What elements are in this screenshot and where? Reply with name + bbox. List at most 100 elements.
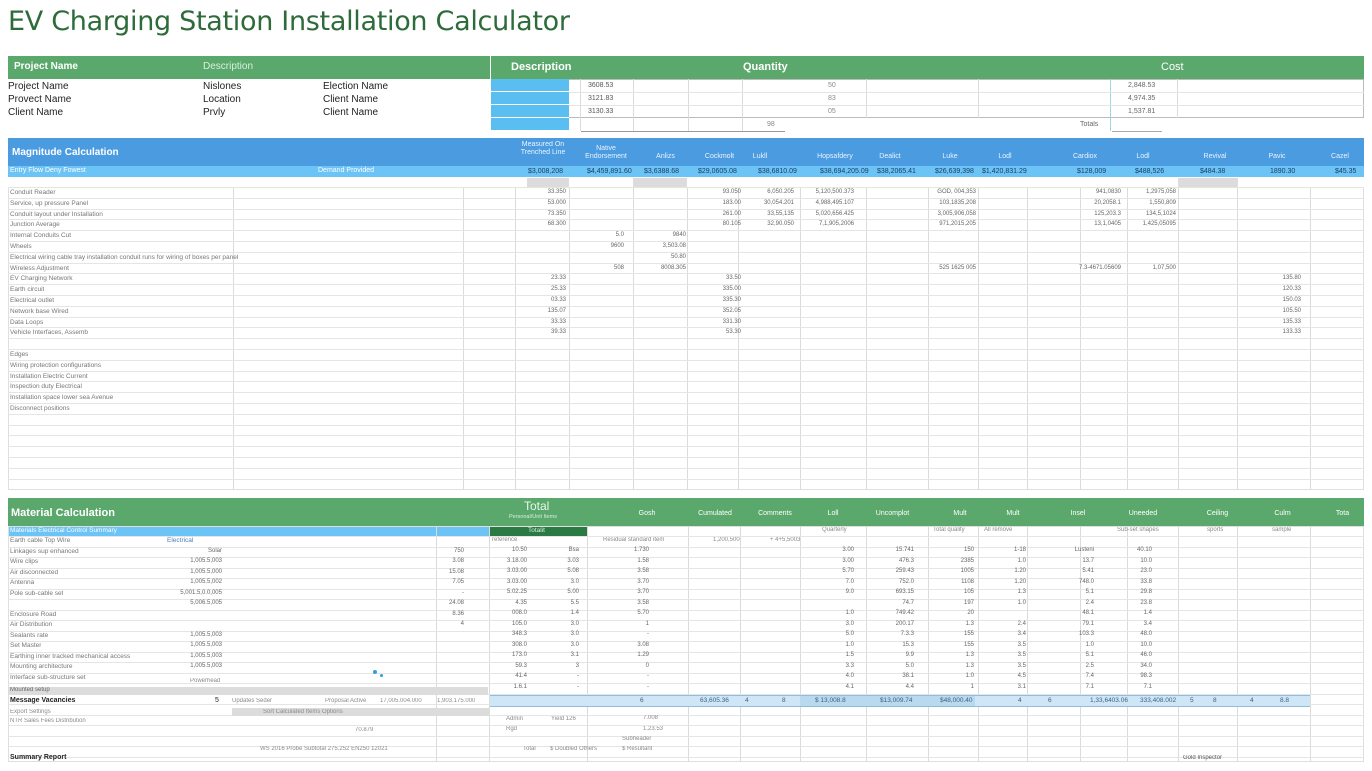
magnitude-cell[interactable]: 331.30 [722,318,741,325]
material-grid-cell[interactable]: 4.5 [1017,673,1026,679]
material-grid-cell[interactable]: 3.0 [570,641,579,648]
magnitude-cell[interactable]: 134,5,1024 [1145,210,1176,217]
magnitude-cell[interactable]: 5,020,656.425 [815,210,854,217]
mat-col-0[interactable]: Gosh [638,510,656,517]
mat-col-9[interactable]: Ceiling [1206,510,1229,517]
project-field-5[interactable]: Location [203,94,241,105]
material-grid-cell[interactable]: 3.1 [1017,683,1026,690]
material-row-qty[interactable]: 15.08 [448,568,464,575]
material-grid-cell[interactable]: 1.20 [1014,578,1026,585]
magnitude-cell[interactable]: 53.30 [725,329,741,336]
material-grid-cell[interactable]: 3.0 [570,578,579,585]
material-grid-cell[interactable]: 7.3.3 [900,631,914,637]
material-grid-cell[interactable]: 5.0 [905,662,914,669]
mag-col-9[interactable]: Cardiox [1072,153,1098,160]
magnitude-cell[interactable]: 105.50 [1282,307,1301,314]
material-grid-cell[interactable]: 23.0 [1140,568,1152,574]
magnitude-cell[interactable]: 525 1625 005 [939,264,976,271]
material-grid-cell[interactable]: 1.730 [633,547,649,553]
mat-col-1[interactable]: Cumulated [698,510,732,517]
material-grid-cell[interactable]: 748.0 [1078,578,1094,585]
mat-col-7[interactable]: Insel [1070,510,1086,517]
material-grid-cell[interactable]: 1.4 [570,610,579,616]
material-grid-cell[interactable]: 155 [963,631,974,637]
material-grid-cell[interactable]: 3.4 [1017,631,1026,637]
mat-col-11[interactable]: Tota [1335,510,1350,517]
material-grid-cell[interactable]: 7.0 [845,578,854,585]
material-grid-cell[interactable]: 3.03.00 [506,568,527,574]
summary-desc-input-2[interactable] [491,92,569,105]
material-grid-cell[interactable]: 98.3 [1140,673,1152,679]
material-grid-cell[interactable]: - [647,673,649,679]
magnitude-cell[interactable]: GOD, 004,353 [937,189,976,195]
material-grid-cell[interactable]: 3.03 [567,557,579,564]
material-grid-cell[interactable]: 1.3 [1017,589,1026,595]
magnitude-cell[interactable]: 1,550,809 [1149,199,1176,206]
material-grid-cell[interactable]: 197 [963,599,974,606]
material-grid-cell[interactable]: 308.0 [511,641,527,648]
magnitude-cell[interactable]: 25.33 [550,286,566,293]
material-grid-cell[interactable]: 1.5 [845,652,854,658]
material-grid-cell[interactable]: 476.3 [898,557,914,564]
material-row-value[interactable]: 1,005.5,002 [190,579,222,585]
magnitude-cell[interactable]: 150.03 [1282,297,1301,303]
material-row-qty[interactable]: - [462,589,464,596]
material-row-qty[interactable]: 4 [460,621,464,627]
material-row-value[interactable]: 5,001.5,0.0,005 [180,589,222,596]
magnitude-cell[interactable]: 39.33 [550,329,566,336]
mag-col-10[interactable]: Lodl [1136,153,1150,160]
magnitude-cell[interactable]: 183.00 [722,199,741,206]
material-grid-cell[interactable]: 752.0 [898,578,914,585]
material-grid-cell[interactable]: 693.15 [895,589,914,595]
material-grid-cell[interactable]: 5.5 [570,599,579,606]
material-grid-cell[interactable]: - [577,673,579,679]
material-grid-cell[interactable]: 3.58 [637,568,649,574]
summary-desc-input-3[interactable] [491,105,569,118]
material-grid-cell[interactable]: 173.0 [511,652,527,658]
material-grid-cell[interactable]: 1 [970,683,974,690]
material-grid-cell[interactable]: 5.1 [1085,589,1094,595]
material-grid-cell[interactable]: 1.0 [1017,599,1026,606]
magnitude-cell[interactable]: 53.000 [547,199,566,206]
magnitude-cell[interactable]: 33.50 [725,275,741,282]
material-grid-cell[interactable]: 5.1 [1085,652,1094,658]
magnitude-cell[interactable]: 125,203.3 [1094,210,1121,217]
material-grid-cell[interactable]: 3 [575,662,579,669]
material-grid-cell[interactable]: 41.4 [515,673,527,679]
mag-col-5[interactable]: Hopsafdery [817,153,853,160]
magnitude-cell[interactable]: 9600 [610,243,624,249]
material-grid-cell[interactable]: 5.00 [567,589,579,595]
material-grid-cell[interactable]: 5.70 [842,568,854,574]
material-grid-cell[interactable]: 74.7 [902,599,914,606]
material-grid-cell[interactable]: 46.0 [1140,652,1152,658]
magnitude-cell[interactable]: 335.00 [722,286,741,293]
mag-col-7[interactable]: Luke [942,153,958,160]
magnitude-cell[interactable]: 03.33 [550,297,566,303]
magnitude-cell[interactable]: 135.80 [1282,275,1301,282]
material-grid-cell[interactable]: 3.08 [637,641,649,648]
material-grid-cell[interactable]: 9.0 [845,589,854,595]
material-grid-cell[interactable]: 4.4 [905,683,914,690]
material-row-value[interactable]: 1,005.5,003 [190,631,222,638]
material-grid-cell[interactable]: 5.41 [1082,568,1094,574]
magnitude-cell[interactable]: 335.30 [722,297,741,303]
project-field-7[interactable]: Client Name [8,107,64,118]
material-grid-cell[interactable]: 749.42 [895,610,914,616]
material-grid-cell[interactable]: 105.0 [511,620,527,627]
material-grid-cell[interactable]: 10.0 [1140,641,1152,648]
magnitude-cell[interactable]: 9840 [672,232,686,239]
material-grid-cell[interactable]: 29.8 [1140,589,1152,595]
summary-desc-input-4[interactable] [491,118,569,131]
material-grid-cell[interactable]: 3.5 [1017,662,1026,669]
magnitude-cell[interactable]: 5.0 [615,232,624,239]
magnitude-cell[interactable]: 941,0830 [1095,189,1121,195]
material-grid-cell[interactable]: 3.18.00 [506,557,527,564]
mag-col-4[interactable]: Lukll [752,153,768,160]
material-grid-cell[interactable]: 2.4 [1085,599,1094,606]
material-grid-cell[interactable]: 20 [967,610,974,616]
material-grid-cell[interactable]: 105 [963,589,974,595]
material-grid-cell[interactable]: 1.0 [845,641,854,648]
material-grid-cell[interactable]: 0 [645,662,649,669]
material-grid-cell[interactable]: 008.0 [511,610,527,616]
mat-col-3[interactable]: Loll [827,510,839,517]
